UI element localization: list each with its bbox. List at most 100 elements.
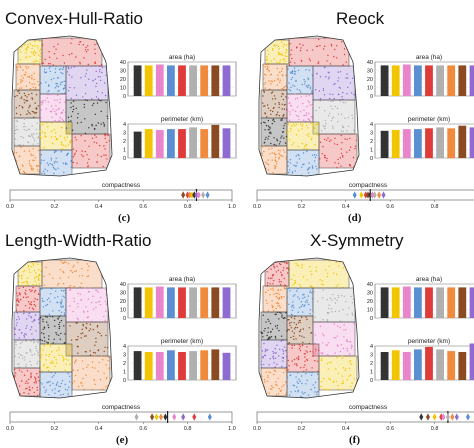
map-point xyxy=(301,83,304,86)
map-point xyxy=(73,362,76,364)
map-point xyxy=(59,269,61,271)
map-point xyxy=(266,334,268,337)
map-point xyxy=(97,331,99,333)
map-point xyxy=(80,333,82,335)
map-point xyxy=(278,52,280,54)
map-point xyxy=(32,44,34,47)
map-point xyxy=(105,334,107,337)
map-point xyxy=(31,47,33,50)
map-point xyxy=(313,127,315,129)
map-point xyxy=(34,379,37,381)
map-point xyxy=(38,380,40,382)
map-point xyxy=(335,273,338,276)
perimeter-bar xyxy=(200,129,209,158)
map-region xyxy=(312,65,356,101)
map-point xyxy=(337,284,339,286)
map-point xyxy=(283,346,286,348)
map-point xyxy=(266,349,269,351)
map-point xyxy=(273,293,275,295)
map-point xyxy=(60,260,62,262)
map-point xyxy=(315,154,318,157)
map-point xyxy=(63,261,66,263)
map-point xyxy=(26,277,29,279)
map-point xyxy=(72,369,75,371)
map-point xyxy=(78,43,80,46)
map-point xyxy=(84,49,87,51)
map-point xyxy=(41,339,43,342)
map-point xyxy=(298,330,301,333)
compactness-title: compactness xyxy=(102,182,141,189)
map-point xyxy=(52,362,54,364)
map-point xyxy=(353,322,355,325)
map-point xyxy=(72,129,74,131)
map-point xyxy=(60,319,63,322)
area-tick-label: 30 xyxy=(120,291,126,297)
map-point xyxy=(25,57,27,59)
map-point xyxy=(31,166,33,168)
map-point xyxy=(294,110,297,113)
map-point xyxy=(42,306,45,308)
map-point xyxy=(276,138,278,140)
map-point xyxy=(73,380,76,382)
compactness-title: compactness xyxy=(349,182,388,189)
map-point xyxy=(339,157,341,159)
map-point xyxy=(342,64,344,66)
map-region xyxy=(288,259,350,289)
map-point xyxy=(104,94,107,97)
map-point xyxy=(294,98,297,100)
area-tick-label: 0 xyxy=(370,316,373,322)
map-point xyxy=(333,380,335,382)
map-point xyxy=(297,357,300,359)
map-point xyxy=(267,63,269,66)
map-point xyxy=(307,394,310,396)
map-point xyxy=(303,366,305,369)
map-point xyxy=(317,122,319,124)
map-point xyxy=(293,70,296,72)
map-point xyxy=(104,135,107,137)
map-point xyxy=(34,88,37,91)
map-point xyxy=(14,375,16,377)
map-point xyxy=(99,300,101,303)
map-point xyxy=(91,137,94,139)
map-point xyxy=(285,349,287,352)
map-point xyxy=(102,122,105,124)
map-point xyxy=(53,77,55,80)
perimeter-bar xyxy=(222,352,231,380)
area-bar xyxy=(222,287,231,318)
map-point xyxy=(334,302,337,304)
map-point xyxy=(61,262,63,264)
map-point xyxy=(263,90,265,92)
map-point xyxy=(299,43,301,45)
map-point xyxy=(14,372,17,374)
map-point xyxy=(303,119,305,121)
map-point xyxy=(42,170,45,172)
map-point xyxy=(336,335,339,337)
map-point xyxy=(96,326,99,328)
compactness-marker xyxy=(158,413,163,421)
map-point xyxy=(82,325,84,327)
area-tick-label: 40 xyxy=(367,60,373,66)
map-point xyxy=(332,116,335,118)
compactness-marker xyxy=(154,413,159,421)
map-point xyxy=(51,389,53,391)
map-point xyxy=(312,355,314,357)
map-point xyxy=(18,105,21,107)
map-point xyxy=(39,274,41,277)
map-point xyxy=(63,296,66,298)
map-point xyxy=(326,139,328,141)
map-point xyxy=(319,158,321,160)
map-point xyxy=(350,363,352,365)
map-point xyxy=(286,86,289,89)
map-point xyxy=(337,384,339,387)
map-point xyxy=(303,109,305,111)
map-point xyxy=(79,63,81,65)
map-point xyxy=(268,320,270,322)
map-point xyxy=(75,339,77,341)
map-point xyxy=(45,266,47,269)
map-point xyxy=(46,170,49,172)
map-point xyxy=(261,389,263,392)
map-point xyxy=(22,144,24,146)
map-point xyxy=(336,107,339,110)
map-point xyxy=(34,280,36,282)
perimeter-bar xyxy=(458,125,467,158)
